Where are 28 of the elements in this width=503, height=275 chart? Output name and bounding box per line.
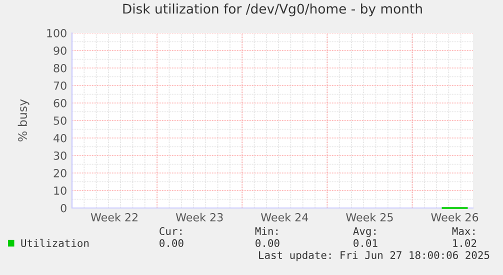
text: 0.01 <box>354 239 378 248</box>
text: Min: <box>255 226 278 235</box>
text: Max: <box>452 227 474 236</box>
x-tick-label: Week 26 <box>431 212 478 222</box>
legend-label: Utilization <box>21 238 89 248</box>
text: Last update: Fri Jun 27 18:00:06 2025 <box>259 250 490 262</box>
y-tick-label: 100 <box>47 28 66 38</box>
y-tick-label: 80 <box>54 64 66 72</box>
y-axis-title: % busy <box>18 99 30 142</box>
y-tick-label: 10 <box>54 186 66 195</box>
text: Cur: <box>160 227 182 236</box>
x-tick-label: Week 25 <box>346 212 393 222</box>
x-tick-label: Week 24 <box>260 212 308 222</box>
text: 0.00 <box>256 239 280 248</box>
text: 0.00 <box>160 239 184 248</box>
x-tick-label: Week 22 <box>90 212 138 222</box>
y-tick-label: 0 <box>60 204 66 212</box>
y-tick-label: 90 <box>54 46 66 55</box>
y-tick-label: 20 <box>54 168 66 178</box>
x-tick-label: Week 23 <box>176 212 223 222</box>
chart-title: Disk utilization for /dev/Vg0/home - by month <box>123 4 422 16</box>
y-tick-label: 70 <box>54 81 66 90</box>
y-tick-label: 60 <box>54 98 66 108</box>
y-tick-label: 50 <box>54 116 66 125</box>
y-tick-label: 40 <box>54 134 66 142</box>
text: Avg: <box>353 227 376 238</box>
text: 1.02 <box>453 239 476 248</box>
y-tick-label: 30 <box>54 151 66 160</box>
